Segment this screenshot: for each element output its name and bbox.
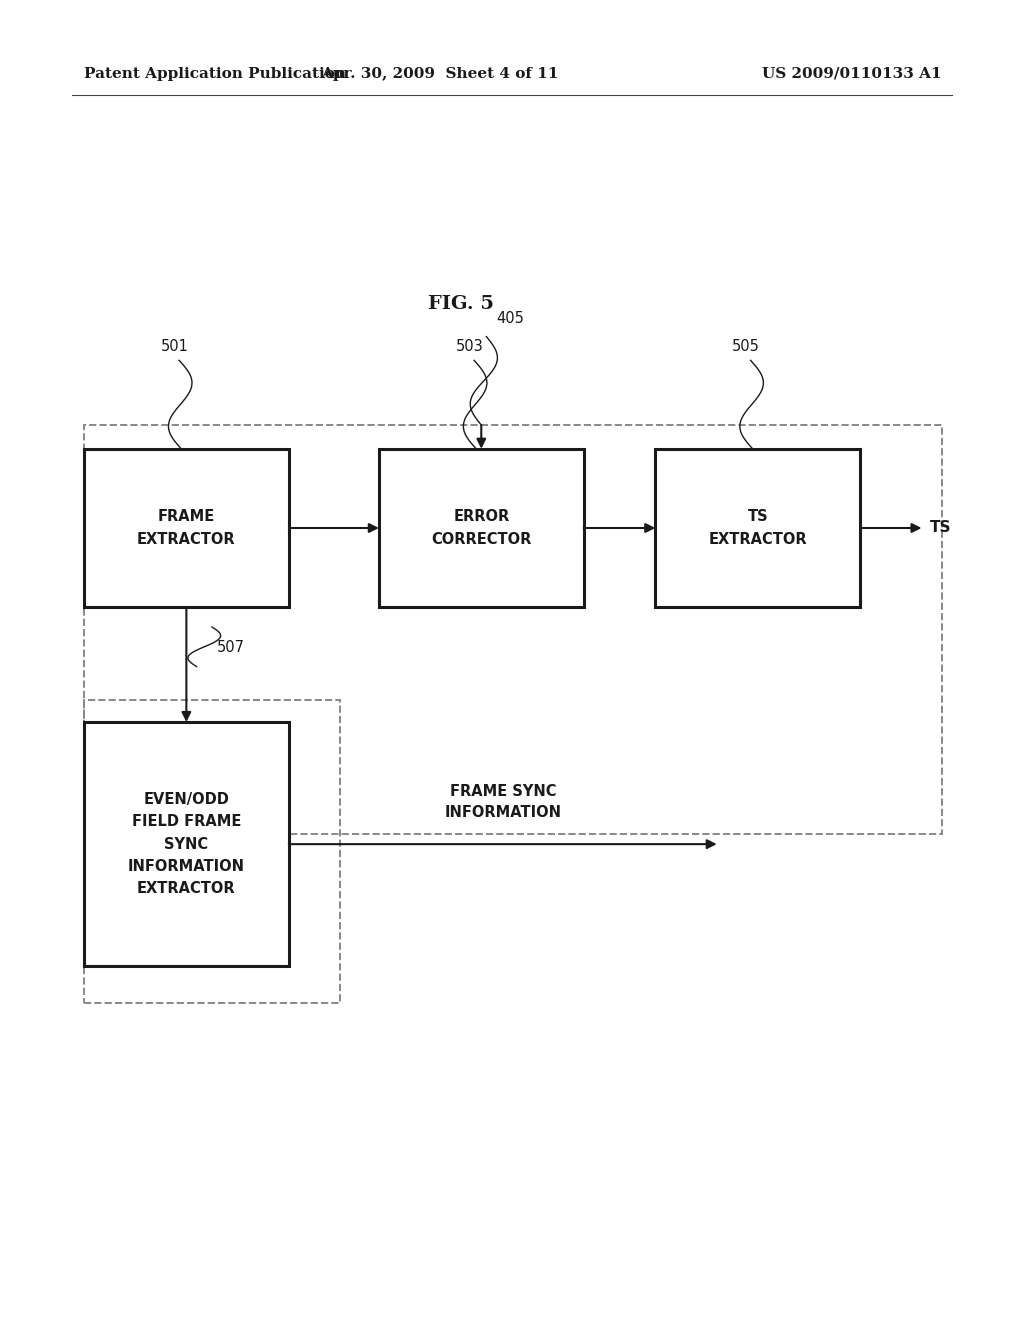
Text: TS: TS <box>930 520 951 536</box>
Text: FRAME SYNC
INFORMATION: FRAME SYNC INFORMATION <box>444 784 561 820</box>
Bar <box>84 700 340 1003</box>
Bar <box>379 449 584 607</box>
Text: Apr. 30, 2009  Sheet 4 of 11: Apr. 30, 2009 Sheet 4 of 11 <box>322 67 559 81</box>
Text: US 2009/0110133 A1: US 2009/0110133 A1 <box>763 67 942 81</box>
Text: 405: 405 <box>497 312 524 326</box>
Bar <box>84 425 942 834</box>
Text: FRAME
EXTRACTOR: FRAME EXTRACTOR <box>137 510 236 546</box>
Bar <box>84 722 289 966</box>
Text: FIG. 5: FIG. 5 <box>428 294 494 313</box>
Text: 507: 507 <box>217 640 245 655</box>
Text: ERROR
CORRECTOR: ERROR CORRECTOR <box>431 510 531 546</box>
Bar <box>84 449 289 607</box>
Bar <box>655 449 860 607</box>
Text: 501: 501 <box>161 339 188 354</box>
Text: TS
EXTRACTOR: TS EXTRACTOR <box>709 510 807 546</box>
Text: 503: 503 <box>456 339 483 354</box>
Text: EVEN/ODD
FIELD FRAME
SYNC
INFORMATION
EXTRACTOR: EVEN/ODD FIELD FRAME SYNC INFORMATION EX… <box>128 792 245 896</box>
Text: Patent Application Publication: Patent Application Publication <box>84 67 346 81</box>
Text: 505: 505 <box>732 339 760 354</box>
